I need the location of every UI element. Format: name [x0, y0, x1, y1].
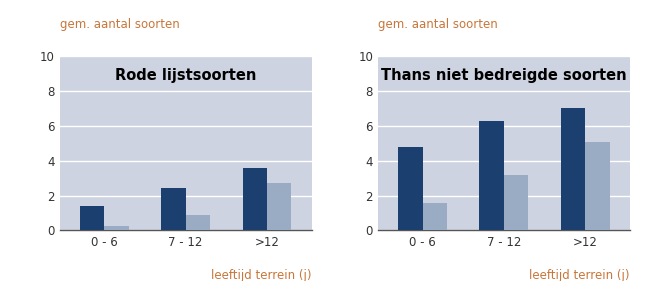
- Bar: [186, 215, 210, 230]
- Bar: [104, 226, 129, 230]
- Text: leeftijd terrein (j): leeftijd terrein (j): [529, 269, 630, 281]
- Bar: [267, 183, 291, 230]
- Text: leeftijd terrein (j): leeftijd terrein (j): [211, 269, 312, 281]
- Bar: [243, 168, 267, 230]
- Bar: [80, 206, 104, 230]
- Bar: [561, 108, 585, 230]
- Bar: [422, 203, 447, 230]
- Bar: [161, 188, 186, 230]
- Text: gem. aantal soorten: gem. aantal soorten: [378, 18, 498, 31]
- Bar: [585, 142, 609, 230]
- Text: gem. aantal soorten: gem. aantal soorten: [60, 18, 180, 31]
- Text: Rode lijstsoorten: Rode lijstsoorten: [115, 68, 257, 83]
- Bar: [479, 121, 504, 230]
- Bar: [504, 175, 528, 230]
- Text: Thans niet bedreigde soorten: Thans niet bedreigde soorten: [381, 68, 627, 83]
- Bar: [398, 147, 422, 230]
